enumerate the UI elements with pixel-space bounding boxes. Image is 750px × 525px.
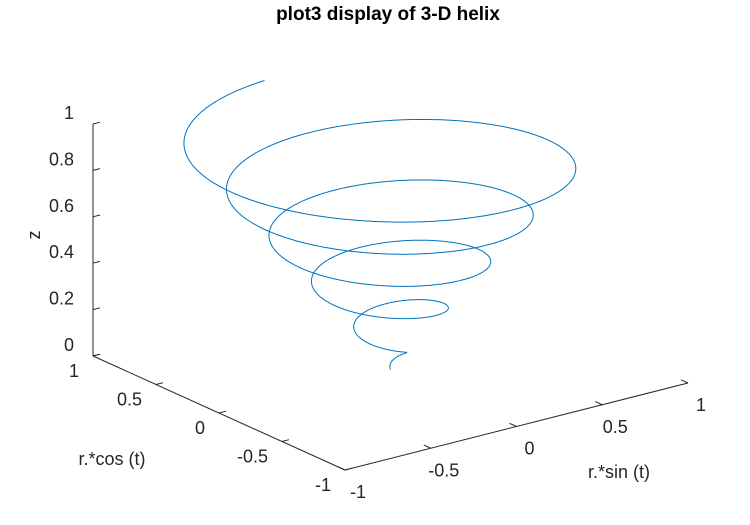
z-tick-label: 1 bbox=[64, 103, 74, 123]
y-tick-label: -0.5 bbox=[237, 447, 268, 467]
z-tick-label: 0.4 bbox=[49, 242, 74, 262]
y-tick-mark bbox=[155, 382, 164, 385]
z-axis-label: z bbox=[24, 231, 44, 240]
x-tick-mark bbox=[595, 401, 603, 406]
helix-series-line bbox=[183, 80, 577, 370]
x-tick-mark bbox=[337, 466, 346, 471]
x-tick-label: -1 bbox=[350, 482, 366, 502]
z-tick-label: 0.8 bbox=[49, 149, 74, 169]
y-tick-label: 0 bbox=[195, 418, 205, 438]
z-tick-mark bbox=[92, 260, 101, 264]
x-tick-label: 0 bbox=[524, 439, 534, 459]
z-tick-mark bbox=[92, 214, 101, 218]
x-tick-mark bbox=[509, 422, 517, 427]
x-tick-mark bbox=[680, 379, 689, 384]
z-tick-mark bbox=[92, 307, 101, 311]
z-tick-mark bbox=[92, 121, 101, 125]
z-tick-mark bbox=[92, 353, 101, 357]
y-tick-label: -1 bbox=[315, 475, 331, 495]
z-tick-label: 0.6 bbox=[49, 196, 74, 216]
x-tick-label: 0.5 bbox=[603, 417, 628, 437]
z-tick-label: 0.2 bbox=[49, 289, 74, 309]
z-tick-mark bbox=[92, 168, 101, 171]
x-tick-label: 1 bbox=[696, 395, 706, 415]
y-tick-label: 0.5 bbox=[117, 390, 142, 410]
chart-title: plot3 display of 3-D helix bbox=[276, 4, 500, 25]
y-tick-label: 1 bbox=[69, 361, 79, 381]
y-tick-mark bbox=[218, 410, 227, 414]
axes: -1 -0.5 0 0.5 1 -1 -0.5 0 0.5 1 0 0.2 0.4 0.6 0.8 1 bbox=[49, 103, 706, 502]
x-tick-mark bbox=[423, 444, 431, 449]
x-axis-label: r.*sin (t) bbox=[588, 462, 650, 482]
y-tick-mark bbox=[281, 439, 290, 442]
y-tick-mark bbox=[344, 467, 353, 471]
z-tick-label: 0 bbox=[64, 335, 74, 355]
x-tick-label: -0.5 bbox=[428, 460, 459, 480]
y-axis-label: r.*cos (t) bbox=[78, 449, 145, 469]
